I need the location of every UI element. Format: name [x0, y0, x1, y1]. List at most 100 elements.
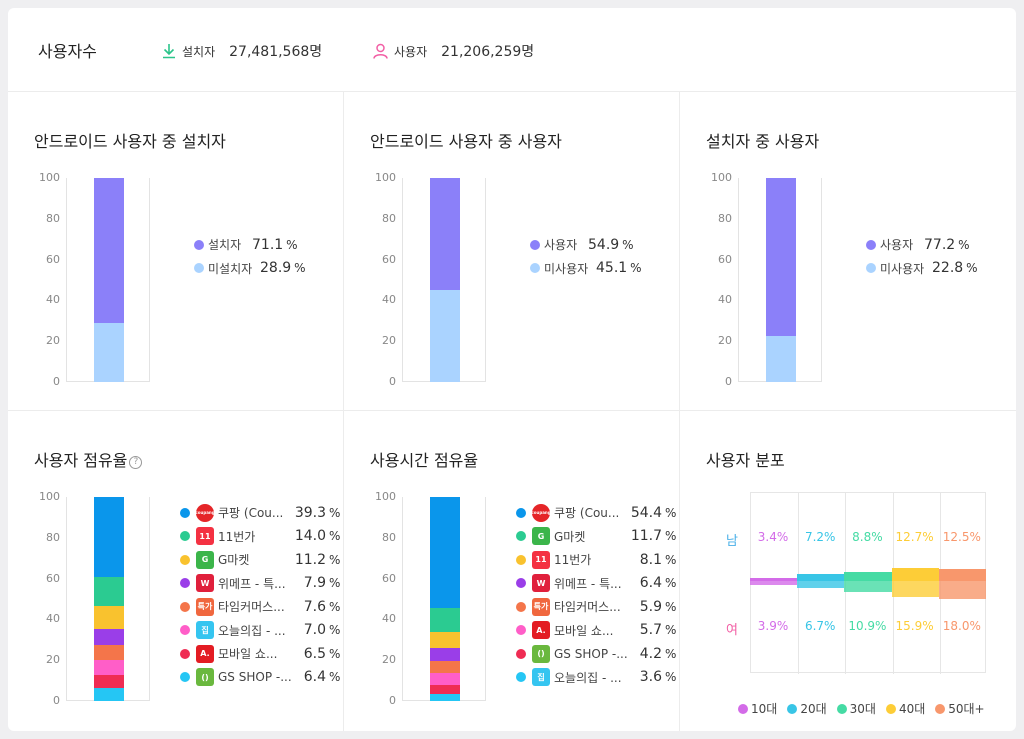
legend-item[interactable]: 특가 타임커머스... 5.9%	[516, 595, 676, 619]
legend-item[interactable]: coupang 쿠팡 (Cou... 54.4%	[516, 501, 676, 525]
percent-sign: %	[665, 529, 677, 544]
legend-name: 11번가	[218, 529, 256, 544]
legend-item[interactable]: A. 모바일 쇼... 5.7%	[516, 619, 676, 643]
legend-item[interactable]: () GS SHOP -... 6.4%	[180, 666, 340, 690]
y-tick-label: 100	[375, 490, 396, 503]
legend-item[interactable]: 30대	[836, 700, 876, 717]
percent-sign: %	[665, 505, 677, 520]
legend-name: 11번가	[554, 553, 592, 568]
legend-name: GS SHOP -...	[218, 670, 292, 685]
legend-value: 6.4	[639, 575, 662, 592]
gsshop-icon: ()	[532, 644, 550, 663]
legend-item[interactable]: 집 오늘의집 - ... 3.6%	[516, 666, 676, 690]
app-legend: coupang 쿠팡 (Cou... 54.4% G G마켓 11.7% 11 11번가 8.1…	[516, 501, 676, 689]
legend-name: G마켓	[554, 529, 586, 544]
legend-dot	[516, 578, 526, 589]
bar-segment	[94, 644, 124, 661]
legend-dot	[836, 703, 847, 714]
percent-sign: %	[329, 529, 341, 544]
legend-value: 7.9	[303, 575, 326, 592]
percent-sign: %	[665, 670, 677, 685]
legend-item[interactable]: G G마켓 11.2%	[180, 548, 340, 572]
bar-segment	[430, 290, 460, 382]
distribution-bar	[844, 581, 892, 592]
legend-name: 모바일 쇼...	[554, 623, 614, 638]
legend-item[interactable]: 20대	[787, 700, 827, 717]
panel-android-users: 안드로이드 사용자 중 사용자 100 80 60 40 20 0 사용자 54.9% 미사용자…	[344, 92, 679, 410]
users-label: 사용자	[394, 44, 428, 59]
y-tick-label: 40	[718, 293, 732, 307]
gsshop-icon: ()	[196, 668, 214, 687]
legend-name: 위메프 - 특...	[218, 576, 286, 591]
legend-item: 설치자 71.1%	[194, 233, 306, 257]
y-tick-label: 60	[382, 252, 396, 266]
divider	[343, 92, 344, 731]
legend-item[interactable]: 10대	[738, 700, 777, 717]
legend-item: 미사용자 22.8%	[866, 257, 978, 281]
legend-item[interactable]: 11 11번가 8.1%	[516, 548, 676, 572]
wemakeprice-icon: W	[532, 574, 550, 593]
percent-sign: %	[329, 623, 341, 638]
stacked-bar	[430, 497, 460, 701]
legend-value: 71.1	[252, 236, 284, 253]
plot-area	[738, 178, 822, 382]
stacked-bar	[430, 178, 460, 382]
legend-value: 6.4	[303, 669, 326, 686]
y-tick-label: 100	[375, 171, 396, 184]
bar-segment	[766, 178, 796, 336]
legend-item[interactable]: 특가 타임커머스... 7.6%	[180, 595, 340, 619]
legend-item[interactable]: 50대+	[935, 700, 985, 717]
legend: 설치자 71.1% 미설치자 28.9%	[194, 233, 306, 280]
coupang-icon: coupang	[195, 503, 215, 522]
legend-dot	[935, 703, 946, 714]
bar-segment	[94, 605, 124, 629]
legend-name: 쿠팡 (Cou...	[554, 506, 620, 521]
distribution-bar	[797, 573, 845, 581]
panel-title: 사용시간 점유율	[370, 451, 479, 470]
bar-segment	[94, 674, 124, 688]
distribution-bar	[891, 568, 939, 581]
percent-label: 12.7%	[895, 530, 934, 544]
panel-title: 사용자 분포	[706, 451, 785, 470]
download-icon	[163, 44, 175, 59]
legend-item[interactable]: W 위메프 - 특... 6.4%	[516, 572, 676, 596]
legend-dot	[180, 601, 190, 612]
bar-segment	[94, 577, 124, 606]
help-icon[interactable]: ?	[129, 456, 143, 469]
legend-item[interactable]: () GS SHOP -... 4.2%	[516, 642, 676, 666]
legend-dot	[866, 239, 876, 250]
percent-sign: %	[958, 237, 970, 252]
legend-name: 타임커머스...	[218, 600, 285, 615]
timecommerce-icon: 특가	[196, 597, 214, 616]
panel-title: 안드로이드 사용자 중 설치자	[34, 132, 226, 151]
legend-item[interactable]: G G마켓 11.7%	[516, 525, 676, 549]
legend-item[interactable]: A. 모바일 쇼... 6.5%	[180, 642, 340, 666]
legend-item[interactable]: 40대	[885, 700, 925, 717]
percent-label: 15.9%	[895, 619, 934, 633]
legend-dot	[516, 648, 526, 659]
age-legend: 10대 20대 30대 40대 50대+	[738, 700, 995, 717]
percent-sign: %	[329, 646, 341, 661]
auction-icon: A.	[196, 644, 214, 663]
legend-item[interactable]: coupang 쿠팡 (Cou... 39.3%	[180, 501, 340, 525]
y-tick-label: 100	[39, 171, 60, 184]
legend-value: 7.6	[303, 598, 326, 615]
legend-item[interactable]: 집 오늘의집 - ... 7.0%	[180, 619, 340, 643]
users-stat: 사용자 21,206,259명	[373, 41, 534, 61]
gender-label: 여	[726, 623, 738, 638]
ohouse-icon: 집	[532, 668, 550, 687]
legend-name: 쿠팡 (Cou...	[218, 506, 284, 521]
legend-item[interactable]: W 위메프 - 특... 7.9%	[180, 572, 340, 596]
percent-label: 18.0%	[942, 619, 981, 633]
legend-name: 사용자	[544, 238, 578, 253]
legend-value: 6.5	[303, 645, 326, 662]
percent-sign: %	[294, 261, 306, 276]
legend-dot	[180, 507, 190, 518]
legend-name: 20대	[800, 702, 827, 716]
legend-value: 11.7	[630, 528, 662, 545]
bar-segment	[430, 178, 460, 290]
auction-icon: A.	[532, 621, 550, 640]
legend-name: 50대+	[948, 702, 985, 716]
legend-item[interactable]: 11 11번가 14.0%	[180, 525, 340, 549]
coupang-icon: coupang	[531, 503, 551, 522]
